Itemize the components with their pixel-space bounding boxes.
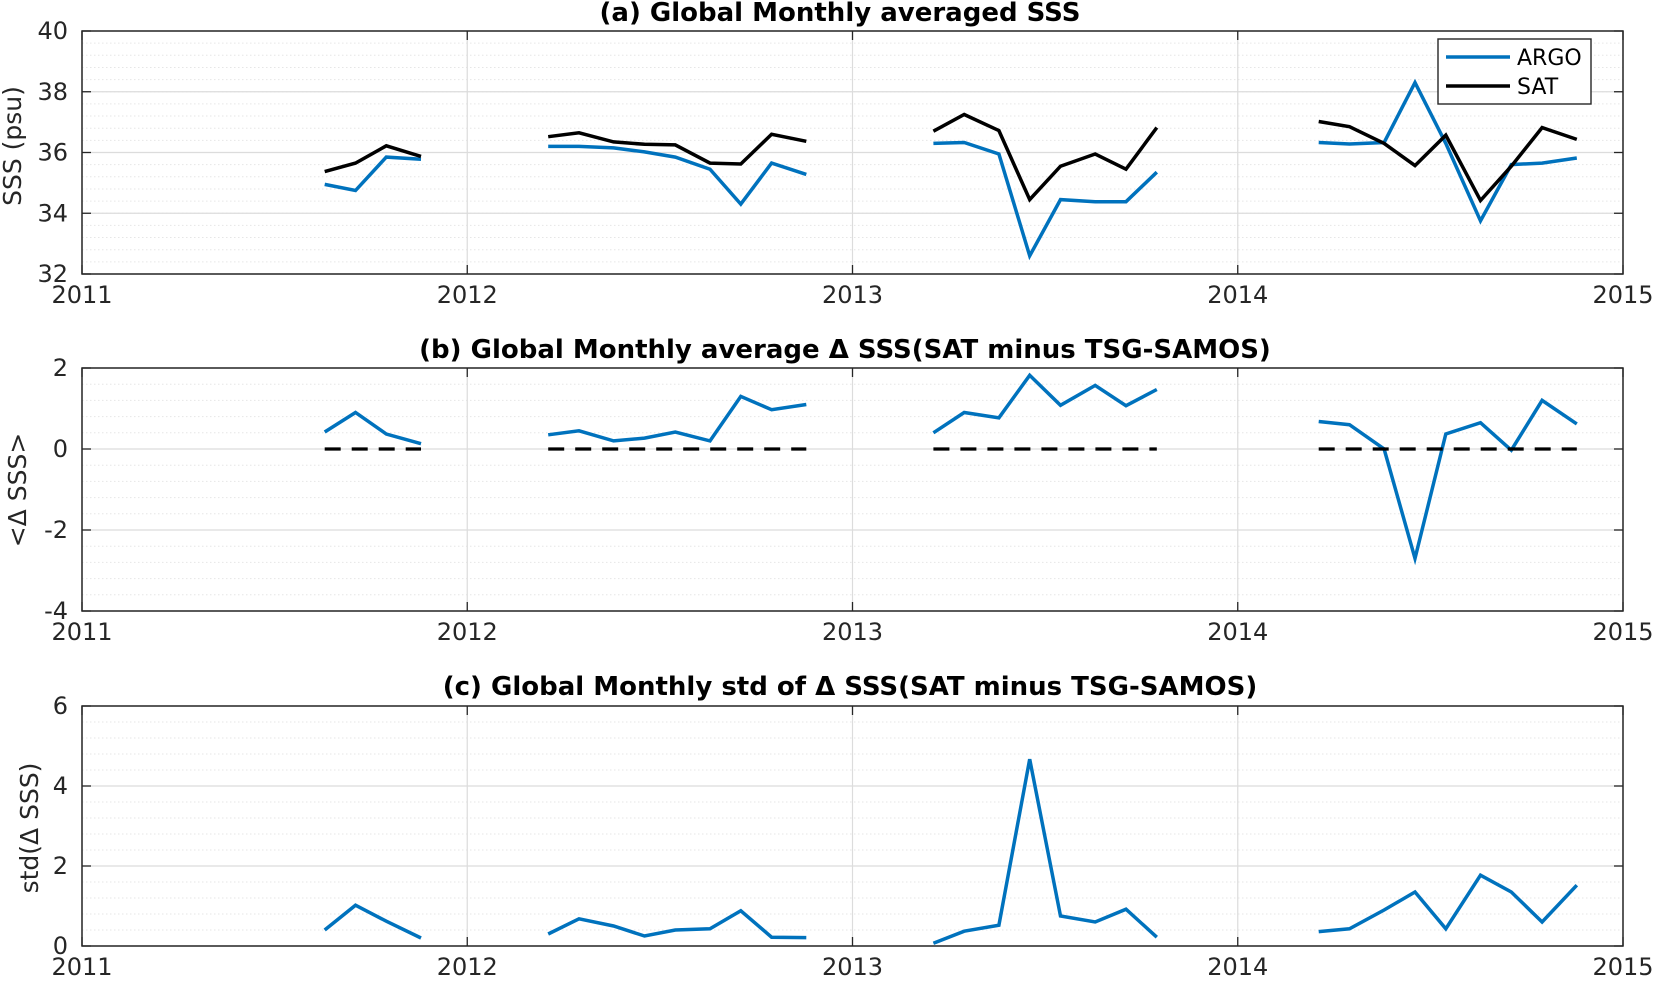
panel-c-x-tick-label: 2014 [1207, 953, 1268, 981]
legend-box [1437, 38, 1592, 105]
panel-a-y-tick-label: 38 [37, 78, 68, 106]
panel-a-x-tick-label: 2011 [51, 281, 112, 309]
panel-a-plot: 2011 2012 2013 2014 2015 32 34 36 38 40 [37, 17, 1653, 309]
panel-c-x-tick-label: 2012 [437, 953, 498, 981]
panel-b-series-delta-segment-2 [547, 394, 807, 443]
panel-b-plot: 2011 2012 2013 2014 2015 -4 -2 0 2 [44, 354, 1653, 646]
panel-a-ylabel: SSS (psu) [0, 86, 27, 206]
panel-b-series-delta-segment-3 [932, 372, 1158, 435]
panel-b: (b) Global Monthly average Δ SSS(SAT min… [3, 335, 1654, 646]
panel-a-y-tick-label: 34 [37, 199, 68, 227]
panel-c-y-tick-label: 6 [53, 692, 68, 720]
panel-c-y-tick-label: 4 [53, 772, 68, 800]
panel-c-y-tick-label: 2 [53, 852, 68, 880]
panel-b-series-delta-segment-1 [323, 410, 422, 446]
panel-b-y-tick-label: 0 [53, 435, 68, 463]
panel-c-y-tick-label: 0 [53, 932, 68, 960]
panel-b-series-delta-segment-4 [1318, 397, 1578, 566]
panel-a-series-argo-segment-4 [1318, 78, 1578, 225]
panel-a-series-argo-segment-1 [324, 155, 422, 193]
panel-a: (a) Global Monthly averaged SSS SSS (psu… [0, 0, 1654, 309]
panel-a-y-tick-label: 36 [37, 139, 68, 167]
panel-b-y-tick-label: 2 [53, 354, 68, 382]
panel-a-y-tick-label: 32 [37, 260, 68, 288]
panel-a-x-tick-label: 2013 [822, 281, 883, 309]
legend-sat-label: SAT [1517, 75, 1559, 100]
panel-a-x-tick-label: 2012 [437, 281, 498, 309]
legend-argo-label: ARGO [1517, 46, 1582, 71]
panel-a-series-sat-segment-3 [932, 112, 1159, 203]
panel-b-ylabel: <Δ SSS> [3, 433, 32, 548]
panel-c-series-delta-segment-1 [323, 903, 422, 940]
panel-c-series-delta-segment-3 [932, 758, 1158, 945]
panel-b-x-tick-label: 2012 [437, 618, 498, 646]
panel-a-series-sat-segment-4 [1318, 119, 1578, 204]
panel-c-series-delta-segment-2 [547, 908, 807, 940]
panel-c-x-tick-label: 2013 [822, 953, 883, 981]
panel-a-series-argo-segment-2 [548, 144, 807, 207]
panel-c-series-delta-segment-4 [1318, 872, 1579, 934]
panel-c: (c) Global Monthly std of Δ SSS(SAT minu… [15, 672, 1654, 981]
panel-b-x-tick-label: 2015 [1592, 618, 1653, 646]
panel-b-x-tick-label: 2014 [1207, 618, 1268, 646]
panel-c-ylabel: std(Δ SSS) [15, 763, 44, 894]
panel-b-x-tick-label: 2011 [51, 618, 112, 646]
panel-a-series-argo-segment-3 [933, 140, 1159, 261]
panel-b-title: (b) Global Monthly average Δ SSS(SAT min… [419, 335, 1271, 365]
panel-c-title: (c) Global Monthly std of Δ SSS(SAT minu… [443, 672, 1257, 702]
panel-c-x-tick-label: 2011 [51, 953, 112, 981]
panel-a-series-sat-segment-1 [324, 143, 422, 174]
panel-b-y-tick-label: -2 [44, 516, 68, 544]
panel-c-plot: 2011 2012 2013 2014 2015 0 2 4 6 [51, 692, 1653, 981]
panel-a-x-tick-label: 2015 [1592, 281, 1653, 309]
panel-c-x-tick-label: 2015 [1592, 953, 1653, 981]
panel-b-x-tick-label: 2013 [822, 618, 883, 646]
legend: ARGO SAT [1437, 38, 1592, 105]
panel-a-y-tick-label: 40 [37, 17, 68, 45]
panel-a-title: (a) Global Monthly averaged SSS [600, 0, 1081, 28]
panel-a-x-tick-label: 2014 [1207, 281, 1268, 309]
panel-b-y-tick-label: -4 [44, 597, 68, 625]
panel-a-series-sat-segment-2 [547, 131, 807, 166]
